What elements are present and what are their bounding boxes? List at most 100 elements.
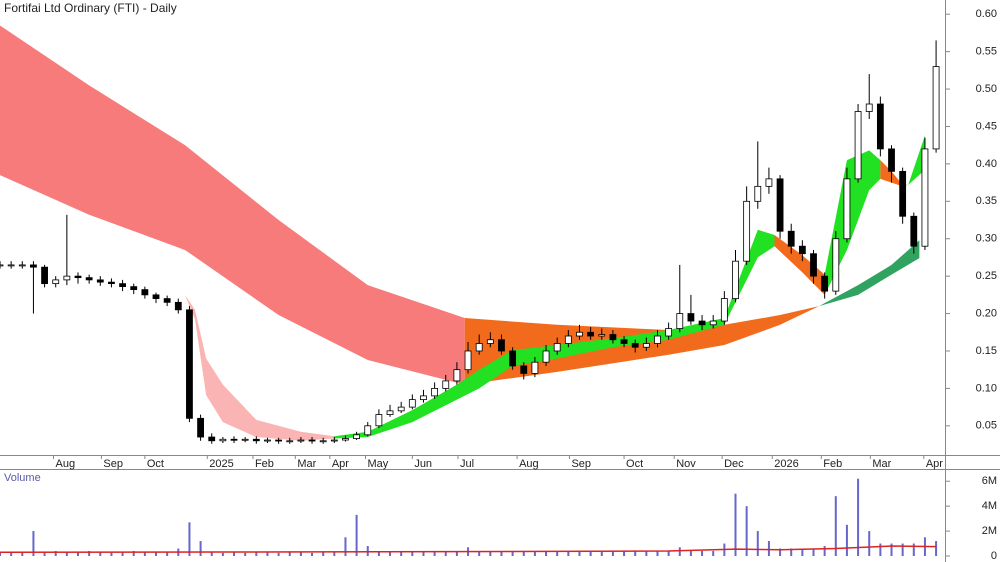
candle-body	[787, 230, 795, 247]
candle-body	[453, 369, 461, 382]
volume-bar	[901, 543, 904, 556]
candle-body	[353, 434, 361, 439]
candle-body	[509, 350, 517, 367]
volume-bar	[623, 551, 626, 556]
chart-title: Fortifai Ltd Ordinary (FTI) - Daily	[4, 1, 177, 15]
candle-body	[0, 264, 4, 267]
candle-body	[163, 298, 171, 303]
volume-bar	[433, 551, 436, 556]
volume-bar	[444, 551, 447, 556]
volume-bar	[589, 551, 592, 556]
volume-bar	[645, 551, 648, 556]
y-tick-label: 0.60	[976, 8, 997, 20]
candle-body	[30, 264, 37, 268]
candle-body	[754, 185, 762, 202]
volume-bar	[344, 537, 347, 556]
candle-body	[464, 350, 472, 371]
volume-bar	[244, 552, 247, 556]
candle-body	[821, 275, 829, 292]
candle-body	[843, 178, 851, 240]
candle-body	[865, 103, 873, 112]
candle-body	[654, 335, 661, 344]
volume-bar	[110, 552, 113, 556]
ribbon	[880, 160, 909, 187]
volume-bar	[43, 552, 46, 556]
volume-bar	[411, 551, 414, 556]
candle-body	[286, 440, 294, 443]
candle-body	[665, 328, 673, 337]
volume-bar	[533, 551, 536, 556]
candle-body	[408, 399, 416, 408]
candle-body	[386, 410, 394, 415]
ribbon	[774, 234, 825, 295]
x-tick-label: Jul	[460, 458, 474, 470]
candle-body	[832, 238, 840, 292]
volume-bar	[767, 541, 770, 556]
ribbon	[464, 306, 820, 385]
candle-body	[720, 298, 728, 322]
x-tick-label: Sep	[571, 458, 591, 470]
volume-bar	[511, 551, 514, 556]
candle-body	[364, 425, 372, 436]
x-tick-label: Feb	[823, 458, 842, 470]
candle-body	[152, 294, 160, 299]
volume-bar	[10, 552, 13, 556]
y-tick-label: 0.45	[976, 120, 997, 132]
candle-body	[776, 178, 784, 232]
candle-body	[41, 266, 48, 285]
volume-bar	[812, 548, 815, 556]
y-tick-label: 0.35	[976, 195, 997, 207]
ribbon	[334, 229, 775, 439]
y-tick-label: 0.15	[976, 345, 997, 357]
x-tick-label: Aug	[55, 458, 75, 470]
volume-bar	[611, 551, 614, 556]
volume-bar	[790, 548, 793, 556]
x-tick-label: Apr	[332, 458, 349, 470]
y-tick-label: 0.30	[976, 233, 997, 245]
volume-bar	[255, 552, 258, 556]
y-tick-label: 0.55	[976, 46, 997, 58]
candle-body	[598, 334, 606, 337]
ribbon	[908, 135, 925, 185]
volume-bar	[667, 551, 670, 556]
volume-bar	[600, 551, 603, 556]
volume-bar	[689, 551, 692, 556]
candle-body	[308, 439, 316, 442]
candle-body	[888, 148, 895, 172]
volume-bar	[489, 551, 492, 556]
volume-bar	[65, 552, 68, 556]
candle-body	[85, 277, 93, 281]
candle-body	[631, 343, 639, 348]
candle-body	[252, 438, 260, 442]
x-tick-label: Feb	[255, 458, 274, 470]
candle-body	[732, 260, 739, 299]
volume-bar	[701, 551, 704, 556]
y-tick-label: 6M	[982, 475, 997, 487]
candle-body	[798, 245, 806, 255]
candle-body	[119, 283, 126, 288]
volume-bar	[845, 524, 848, 556]
y-tick-label: 0.05	[976, 420, 997, 432]
candle-body	[620, 339, 628, 344]
y-tick-label: 0.50	[976, 83, 997, 95]
x-tick-label: 2025	[209, 458, 233, 470]
candle-body	[130, 286, 138, 291]
candle-body	[810, 253, 817, 277]
x-tick-label: Oct	[626, 458, 643, 470]
candle-body	[765, 178, 773, 187]
candle-body	[74, 275, 82, 279]
candle-body	[498, 339, 505, 352]
volume-bar	[366, 546, 369, 556]
candle-body	[576, 331, 583, 337]
volume-bar	[734, 493, 737, 556]
candle-body	[108, 281, 115, 285]
candle-body	[676, 313, 684, 329]
volume-bar	[377, 551, 380, 556]
y-tick-label: 0.20	[976, 307, 997, 319]
candle-body	[642, 343, 650, 348]
candle-body	[899, 170, 907, 217]
volume-bar	[299, 552, 302, 556]
candle-body	[208, 436, 216, 442]
